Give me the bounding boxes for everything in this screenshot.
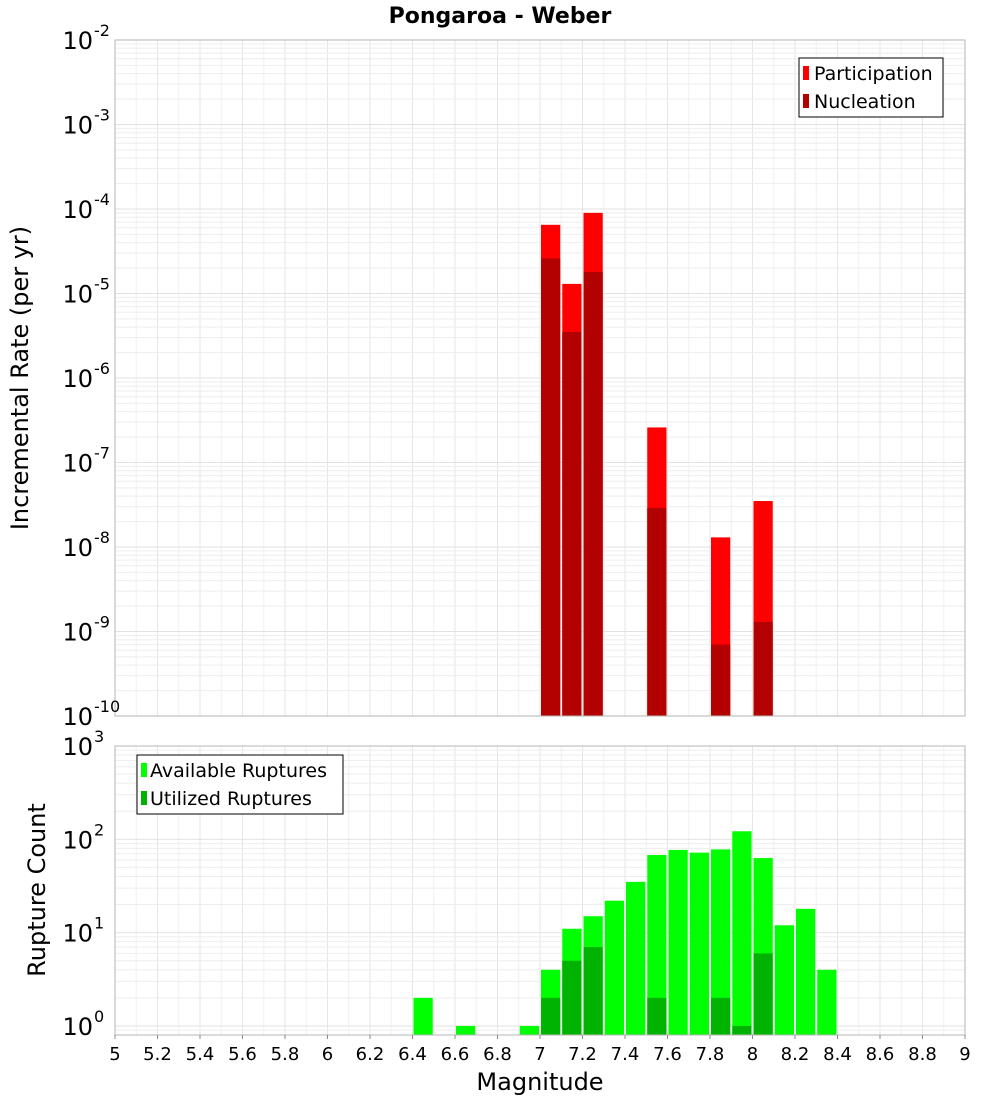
y-tick-label: 10 xyxy=(62,619,93,647)
bar-available-ruptures xyxy=(456,1025,476,1035)
y-tick-label: 10 xyxy=(62,534,93,562)
bar-utilized-ruptures xyxy=(583,947,603,1035)
bottom-bars xyxy=(413,831,837,1035)
x-tick-label: 6 xyxy=(322,1044,333,1065)
bar-available-ruptures xyxy=(604,900,624,1035)
x-tick-label: 7.6 xyxy=(653,1044,682,1065)
x-tick-label: 5.8 xyxy=(271,1044,300,1065)
legend-swatch-utilized xyxy=(141,791,147,805)
bar-available-ruptures xyxy=(519,1025,539,1035)
x-tick-label: 5 xyxy=(109,1044,120,1065)
y-tick-label: 10 xyxy=(62,1013,93,1041)
y-tick-label: 10 xyxy=(62,450,93,478)
legend-label-utilized: Utilized Ruptures xyxy=(150,788,312,810)
x-tick-label: 8.8 xyxy=(908,1044,937,1065)
legend-swatch-participation xyxy=(803,66,809,80)
x-tick-label: 7.2 xyxy=(568,1044,597,1065)
bar-nucleation xyxy=(541,258,561,716)
y-tick-exponent: -5 xyxy=(94,275,110,294)
y-tick-exponent: -2 xyxy=(94,21,110,40)
y-tick-label: 10 xyxy=(62,281,93,309)
y-tick-label: 10 xyxy=(62,196,93,224)
legend-label-nucleation: Nucleation xyxy=(814,91,916,113)
x-tick-label: 5.6 xyxy=(228,1044,257,1065)
y-tick-exponent: -6 xyxy=(94,359,110,378)
y-tick-exponent: -9 xyxy=(94,613,110,632)
top-bars xyxy=(541,212,773,716)
legend-label-available: Available Ruptures xyxy=(150,760,327,782)
x-tick-label: 8.6 xyxy=(866,1044,895,1065)
bar-utilized-ruptures xyxy=(711,997,731,1035)
x-tick-label: 8.2 xyxy=(781,1044,810,1065)
x-tick-label: 5.4 xyxy=(186,1044,215,1065)
top-plot-frame xyxy=(114,39,966,717)
bar-nucleation xyxy=(583,271,603,716)
legend-swatch-nucleation xyxy=(803,94,809,108)
x-tick-label: 9 xyxy=(959,1044,970,1065)
bar-available-ruptures xyxy=(647,854,667,1035)
y-tick-label: 10 xyxy=(62,703,93,731)
y-tick-label: 10 xyxy=(62,826,93,854)
bar-available-ruptures xyxy=(732,831,752,1035)
x-axis-label: Magnitude xyxy=(476,1068,603,1096)
bar-available-ruptures xyxy=(626,881,646,1035)
y-tick-exponent: 1 xyxy=(94,914,104,933)
bar-utilized-ruptures xyxy=(541,997,561,1035)
bar-utilized-ruptures xyxy=(753,953,773,1035)
x-tick-label: 6.6 xyxy=(441,1044,470,1065)
bottom-legend: Available Ruptures Utilized Ruptures xyxy=(136,754,344,815)
bar-nucleation xyxy=(647,507,667,716)
legend-label-participation: Participation xyxy=(814,63,933,85)
bar-nucleation xyxy=(562,332,582,716)
x-tick-label: 7 xyxy=(534,1044,545,1065)
y-tick-label: 10 xyxy=(62,733,93,761)
y-tick-exponent: 3 xyxy=(94,727,104,746)
bar-available-ruptures xyxy=(774,925,794,1035)
bar-available-ruptures xyxy=(817,969,837,1035)
x-tick-label: 8 xyxy=(747,1044,758,1065)
y-tick-exponent: -8 xyxy=(94,528,110,547)
x-tick-label: 6.2 xyxy=(356,1044,385,1065)
bar-available-ruptures xyxy=(711,849,731,1035)
y-tick-exponent: -3 xyxy=(94,106,110,125)
legend-swatch-available xyxy=(141,763,147,777)
y-tick-exponent: 2 xyxy=(94,820,104,839)
x-tick-label: 5.2 xyxy=(143,1044,172,1065)
y-tick-exponent: -7 xyxy=(94,444,110,463)
bar-nucleation xyxy=(753,621,773,716)
top-grid xyxy=(114,39,966,717)
top-legend: Participation Nucleation xyxy=(798,57,944,118)
bottom-legend-box xyxy=(136,754,344,815)
bottom-y-axis-label: Rupture Count xyxy=(23,803,51,977)
x-tick-label: 7.4 xyxy=(611,1044,640,1065)
bar-available-ruptures xyxy=(413,997,433,1035)
top-legend-box xyxy=(798,57,944,118)
top-y-axis-label: Incremental Rate (per yr) xyxy=(6,226,34,530)
chart-title: Pongaroa - Weber xyxy=(389,4,612,29)
x-tick-label: 7.8 xyxy=(696,1044,725,1065)
y-tick-label: 10 xyxy=(62,112,93,140)
bar-utilized-ruptures xyxy=(732,1025,752,1035)
x-tick-labels: 5 5.2 5.4 5.6 5.8 6 6.2 6.4 6.6 6.8 7 7.2 7.4 7.6 7.8 8… xyxy=(109,1035,971,1065)
x-tick-label: 8.4 xyxy=(823,1044,852,1065)
y-tick-label: 10 xyxy=(62,365,93,393)
bar-nucleation xyxy=(711,644,731,716)
bar-utilized-ruptures xyxy=(647,997,667,1035)
bar-available-ruptures xyxy=(796,908,816,1035)
y-tick-exponent: -10 xyxy=(94,697,120,716)
x-tick-label: 6.4 xyxy=(398,1044,427,1065)
y-tick-exponent: 0 xyxy=(94,1007,104,1026)
bar-available-ruptures xyxy=(668,849,688,1035)
y-tick-label: 10 xyxy=(62,920,93,948)
bar-available-ruptures xyxy=(689,852,709,1035)
y-tick-exponent: -4 xyxy=(94,190,110,209)
bar-utilized-ruptures xyxy=(562,960,582,1035)
x-tick-label: 6.8 xyxy=(483,1044,512,1065)
y-tick-label: 10 xyxy=(62,27,93,55)
